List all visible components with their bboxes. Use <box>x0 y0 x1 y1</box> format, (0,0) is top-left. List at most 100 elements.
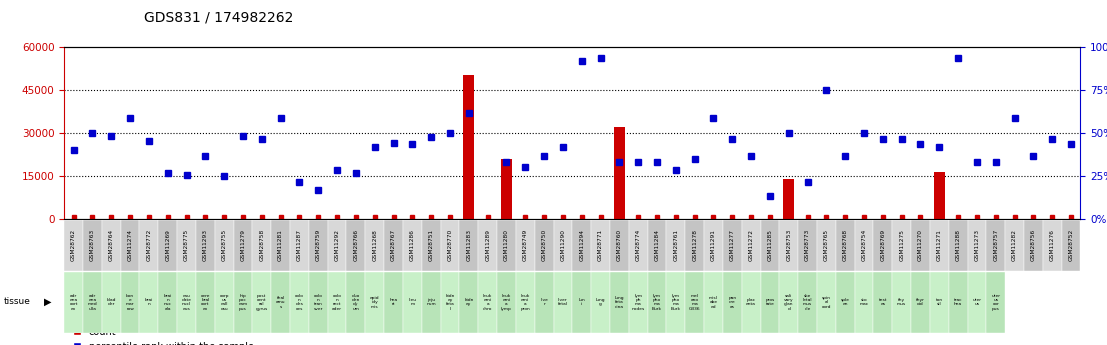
Text: ske
letal
mus
cle: ske letal mus cle <box>803 294 813 310</box>
Bar <box>139 220 158 271</box>
Text: adr
ena
med
ulla: adr ena med ulla <box>87 294 97 310</box>
Bar <box>554 272 572 333</box>
Bar <box>403 220 422 271</box>
Text: lym
pho
ma
Burk: lym pho ma Burk <box>652 294 662 310</box>
Text: GSM28767: GSM28767 <box>391 229 396 262</box>
Bar <box>836 220 855 271</box>
Bar <box>629 272 648 333</box>
Text: epid
idy
mis: epid idy mis <box>370 296 380 308</box>
Bar <box>742 272 761 333</box>
Bar <box>139 272 158 333</box>
Text: GSM11293: GSM11293 <box>203 229 208 261</box>
Bar <box>158 272 177 333</box>
Bar <box>177 220 196 271</box>
Bar <box>629 220 648 271</box>
Bar <box>666 220 685 271</box>
Bar <box>779 272 798 333</box>
Text: kidn
ey: kidn ey <box>464 298 474 306</box>
Text: sto
mac: sto mac <box>859 298 869 306</box>
Bar <box>591 220 610 271</box>
Text: GSM11281: GSM11281 <box>278 229 283 261</box>
Bar <box>742 220 761 271</box>
Text: GSM28754: GSM28754 <box>861 229 867 262</box>
Bar <box>968 220 986 271</box>
Bar <box>309 220 328 271</box>
Text: GSM11283: GSM11283 <box>466 229 472 261</box>
Bar <box>798 272 817 333</box>
Text: GSM28774: GSM28774 <box>635 229 641 262</box>
Bar <box>911 272 930 333</box>
Text: GSM11272: GSM11272 <box>748 229 754 261</box>
Text: GSM11287: GSM11287 <box>297 229 302 261</box>
Bar <box>836 272 855 333</box>
Bar <box>252 272 271 333</box>
Bar <box>516 272 535 333</box>
Bar <box>459 272 478 333</box>
Text: post
cent
ral
gyrus: post cent ral gyrus <box>256 294 268 310</box>
Text: GSM28769: GSM28769 <box>880 229 886 262</box>
Bar <box>685 272 704 333</box>
Bar <box>911 220 930 271</box>
Bar <box>121 220 139 271</box>
Bar <box>1062 220 1080 271</box>
Bar <box>648 220 666 271</box>
Bar <box>158 220 177 271</box>
Bar <box>384 220 403 271</box>
Bar <box>365 272 384 333</box>
Bar <box>384 272 403 333</box>
Bar <box>855 220 873 271</box>
Bar <box>949 272 968 333</box>
Text: GSM28756: GSM28756 <box>1031 229 1036 262</box>
Bar <box>591 272 610 333</box>
Text: GSM28751: GSM28751 <box>428 229 434 262</box>
Text: thal
amu
s: thal amu s <box>276 296 286 308</box>
Bar <box>346 220 365 271</box>
Text: colo
n
tran
sver: colo n tran sver <box>313 294 323 310</box>
Text: GSM11289: GSM11289 <box>485 229 490 261</box>
Text: sali
vary
glan
d: sali vary glan d <box>784 294 794 310</box>
Bar <box>497 220 516 271</box>
Bar <box>121 272 139 333</box>
Bar <box>704 272 723 333</box>
Text: liver
fetal: liver fetal <box>558 298 568 306</box>
Bar <box>798 220 817 271</box>
Bar <box>572 220 591 271</box>
Bar <box>102 272 121 333</box>
Text: lung
feta
cina: lung feta cina <box>614 296 624 308</box>
Text: lieu
m: lieu m <box>408 298 416 306</box>
Text: misl
abe
ed: misl abe ed <box>708 296 718 308</box>
Text: GSM28758: GSM28758 <box>259 229 265 262</box>
Bar <box>83 220 102 271</box>
Bar <box>196 220 215 271</box>
Text: leuk
emi
a
pron: leuk emi a pron <box>520 294 530 310</box>
Bar <box>892 220 911 271</box>
Text: lun
i: lun i <box>578 298 586 306</box>
Bar <box>271 272 290 333</box>
Bar <box>102 220 121 271</box>
Bar <box>933 171 945 219</box>
Text: GSM28772: GSM28772 <box>146 229 152 262</box>
Text: brai
n
nuc
ala: brai n nuc ala <box>164 294 172 310</box>
Bar <box>572 272 591 333</box>
Text: GSM11280: GSM11280 <box>504 229 509 261</box>
Text: GSM28749: GSM28749 <box>523 229 528 262</box>
Text: mel
ano
ma
G336: mel ano ma G336 <box>689 294 701 310</box>
Text: GSM11279: GSM11279 <box>240 229 246 261</box>
Bar <box>761 220 779 271</box>
Text: GSM28761: GSM28761 <box>673 229 679 261</box>
Text: adr
ena
cort
ex: adr ena cort ex <box>70 294 77 310</box>
Bar <box>723 220 742 271</box>
Bar <box>613 127 625 219</box>
Bar <box>761 272 779 333</box>
Text: sple
en: sple en <box>840 298 850 306</box>
Text: GSM11274: GSM11274 <box>127 229 133 261</box>
Text: GSM11286: GSM11286 <box>410 229 415 261</box>
Text: GSM28775: GSM28775 <box>184 229 189 262</box>
Bar <box>422 220 441 271</box>
Bar <box>196 272 215 333</box>
Text: ▶: ▶ <box>44 297 52 307</box>
Bar <box>500 159 513 219</box>
Text: GSM11278: GSM11278 <box>692 229 697 261</box>
Bar <box>1024 220 1043 271</box>
Text: test
es: test es <box>879 298 887 306</box>
